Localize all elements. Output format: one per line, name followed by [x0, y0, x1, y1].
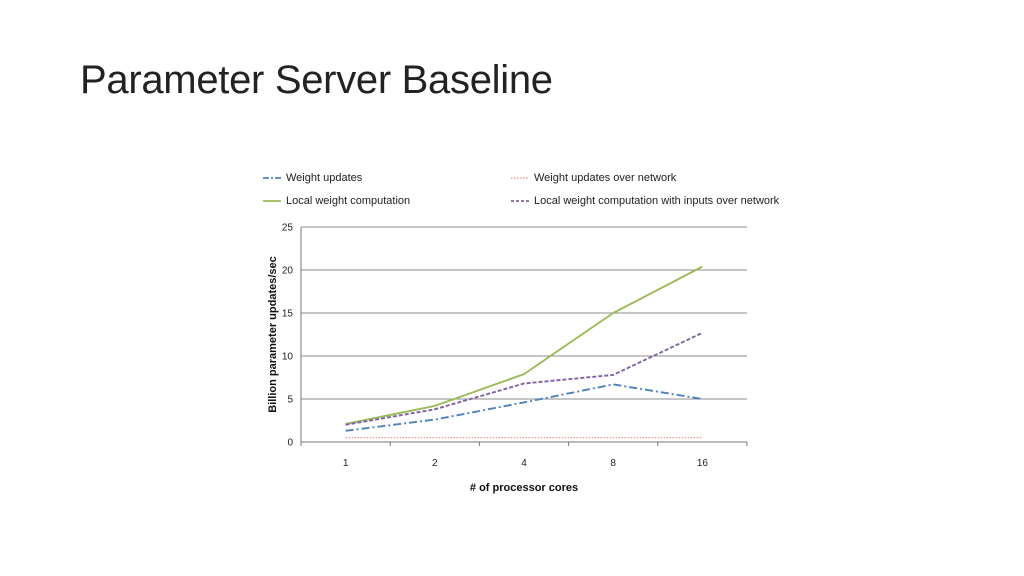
- legend-swatch-weight-updates: [263, 177, 281, 179]
- legend-item-local-weight-computation-inputs-network: Local weight computation with inputs ove…: [510, 195, 779, 207]
- legend-swatch-local-weight-computation-inputs-network: [511, 200, 529, 202]
- series-line-3: [345, 331, 703, 426]
- legend-item-local-weight-computation: Local weight computation: [262, 195, 410, 207]
- chart-legend: Weight updates Weight updates over netwo…: [262, 172, 779, 216]
- legend-swatch-weight-updates-over-network: [511, 177, 529, 179]
- y-tick-label-10: 10: [282, 352, 294, 363]
- legend-swatch-local-weight-computation: [263, 200, 281, 202]
- x-axis-title: # of processor cores: [470, 482, 578, 494]
- y-tick-label-0: 0: [287, 438, 293, 449]
- legend-label-local-weight-computation: Local weight computation: [286, 195, 411, 207]
- x-tick-label-16: 16: [697, 458, 709, 469]
- y-tick-label-25: 25: [282, 223, 294, 234]
- series-line-2: [345, 265, 703, 425]
- legend-label-weight-updates-over-network: Weight updates over network: [534, 172, 677, 184]
- legend-item-weight-updates-over-network: Weight updates over network: [510, 172, 676, 184]
- x-tick-label-2: 2: [432, 458, 438, 469]
- x-tick-label-4: 4: [521, 458, 527, 469]
- legend-label-local-weight-computation-inputs-network: Local weight computation with inputs ove…: [534, 195, 780, 207]
- x-tick-label-1: 1: [343, 458, 349, 469]
- y-tick-label-5: 5: [287, 395, 293, 406]
- series-line-0: [345, 383, 703, 432]
- legend-label-weight-updates: Weight updates: [286, 172, 363, 184]
- x-tick-label-8: 8: [610, 458, 616, 469]
- y-tick-label-20: 20: [282, 266, 294, 277]
- legend-item-weight-updates: Weight updates: [262, 172, 362, 184]
- slide-title: Parameter Server Baseline: [80, 58, 553, 102]
- y-tick-label-15: 15: [282, 309, 294, 320]
- y-axis-title: Billion parameter updates/sec: [267, 256, 279, 413]
